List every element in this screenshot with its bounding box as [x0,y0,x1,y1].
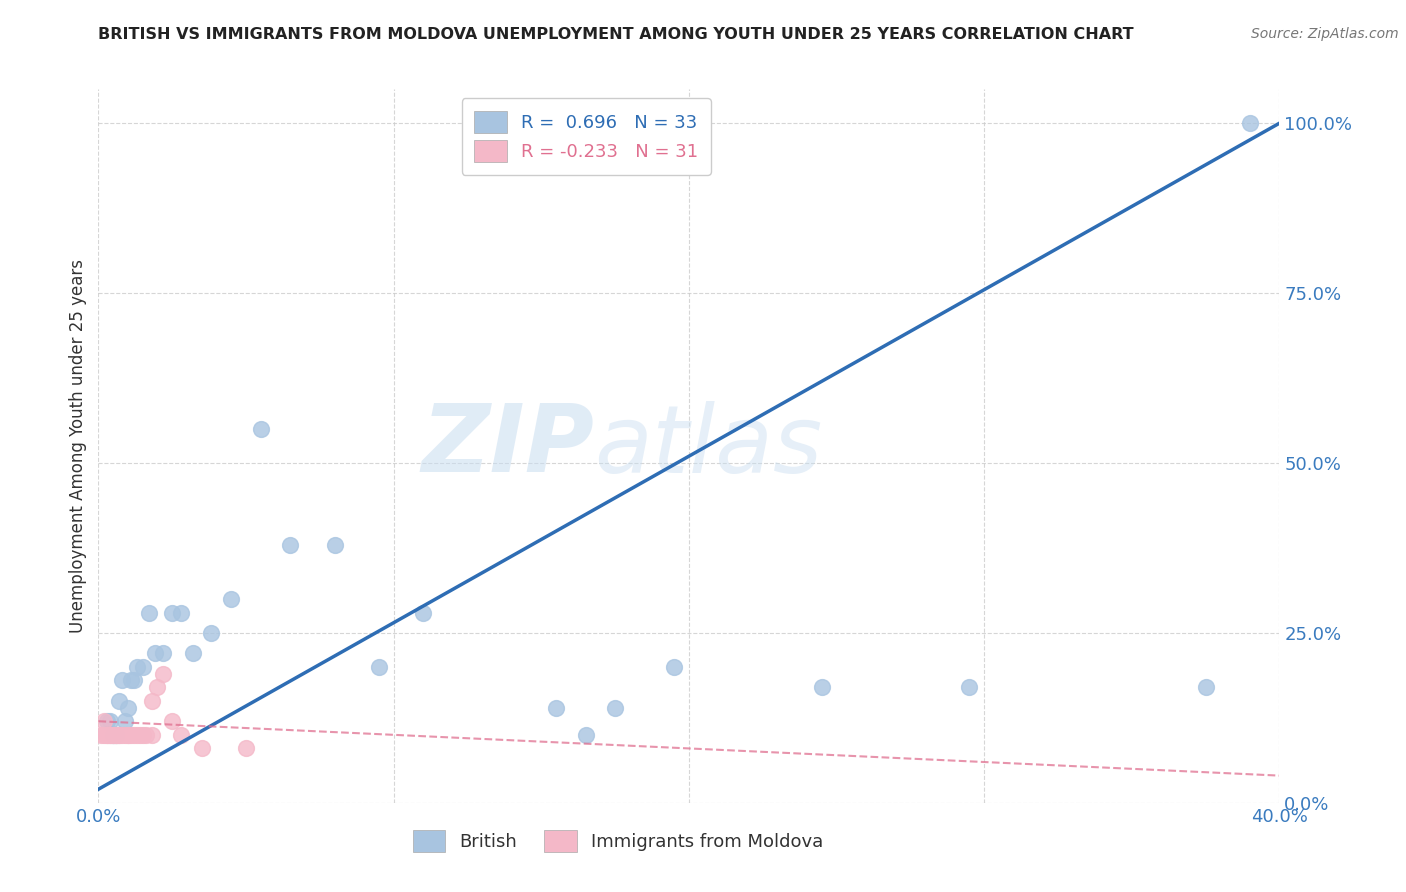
Point [108,728,131,742]
Point [1239,116,1261,130]
Point [135,728,157,742]
Point [93,728,115,742]
Point [200,626,222,640]
Point [103,728,125,742]
Point [170,606,193,620]
Point [152,646,174,660]
Point [103,728,125,742]
Point [98,728,121,742]
Point [664,660,686,674]
Point [98,728,121,742]
Point [120,673,142,688]
Point [141,694,163,708]
Text: BRITISH VS IMMIGRANTS FROM MOLDOVA UNEMPLOYMENT AMONG YOUTH UNDER 25 YEARS CORRE: BRITISH VS IMMIGRANTS FROM MOLDOVA UNEMP… [98,27,1135,42]
Point [278,537,302,551]
Text: ZIP: ZIP [422,400,595,492]
Point [143,646,166,660]
Point [117,728,139,742]
Point [605,700,627,714]
Point [98,714,121,729]
Point [111,673,134,688]
Point [105,728,128,742]
Point [141,728,163,742]
Point [219,591,242,606]
Point [125,660,148,674]
Point [96,728,118,742]
Point [181,646,204,660]
Point [412,606,434,620]
Point [810,680,832,694]
Point [959,680,981,694]
Point [125,728,148,742]
Point [146,680,169,694]
Point [1195,680,1218,694]
Point [117,700,139,714]
Point [368,660,391,674]
Point [122,673,145,688]
Point [574,728,596,742]
Point [162,714,183,729]
Point [117,728,139,742]
Point [128,728,150,742]
Point [96,714,118,729]
Point [122,728,145,742]
Point [120,728,142,742]
Point [114,714,136,729]
Point [170,728,193,742]
Point [191,741,214,756]
Legend: British, Immigrants from Moldova: British, Immigrants from Moldova [399,818,837,865]
Point [93,714,115,729]
Point [90,728,112,742]
Y-axis label: Unemployment Among Youth under 25 years: Unemployment Among Youth under 25 years [69,259,87,633]
Text: Source: ZipAtlas.com: Source: ZipAtlas.com [1251,27,1399,41]
Point [138,606,160,620]
Point [152,666,174,681]
Point [323,537,346,551]
Point [108,694,131,708]
Point [111,728,134,742]
Point [108,728,131,742]
Point [132,660,155,674]
Point [96,728,118,742]
Text: atlas: atlas [595,401,823,491]
Point [132,728,155,742]
Point [105,728,128,742]
Point [544,700,567,714]
Point [235,741,257,756]
Point [114,728,136,742]
Point [250,422,273,436]
Point [162,606,183,620]
Point [105,728,128,742]
Point [103,728,125,742]
